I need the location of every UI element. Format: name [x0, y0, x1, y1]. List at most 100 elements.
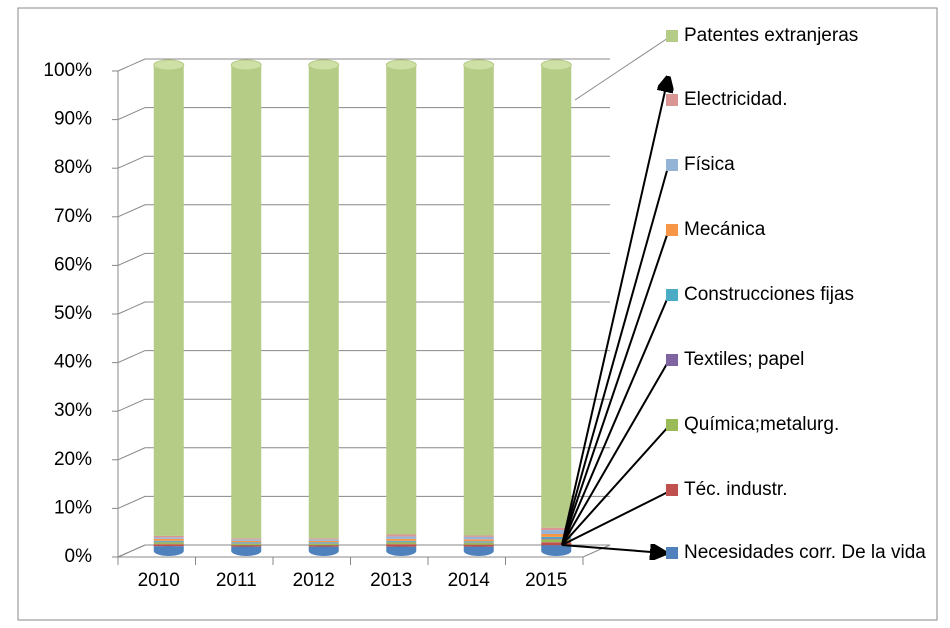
- bar-segment: [231, 542, 262, 544]
- x-tick-label: 2013: [370, 570, 412, 591]
- legend-swatch: [666, 419, 678, 431]
- bar-segment: [386, 536, 417, 539]
- bar-segment: [308, 542, 339, 544]
- bar-segment: [231, 546, 262, 551]
- x-tick-label: 2010: [138, 570, 180, 591]
- legend-swatch: [666, 289, 678, 301]
- legend-swatch: [666, 30, 678, 42]
- bar-segment: [153, 544, 184, 547]
- leader-lines: [561, 37, 668, 553]
- bar-segment: [386, 65, 417, 535]
- bar-segment: [386, 538, 417, 541]
- bar-segment: [386, 540, 417, 542]
- bar-segment: [463, 546, 494, 551]
- bar-segment: [386, 534, 417, 537]
- legend-item: Téc. industr.: [666, 472, 936, 508]
- grid-line: [117, 252, 610, 266]
- legend-swatch: [666, 484, 678, 496]
- bar-segment: [153, 540, 184, 542]
- y-tick-label: 60%: [54, 254, 92, 275]
- bar-segment: [308, 543, 339, 546]
- legend-label: Física: [684, 154, 735, 175]
- bar-segment: [463, 539, 494, 542]
- bar-segment: [153, 537, 184, 539]
- legend-label: Electricidad.: [684, 89, 788, 110]
- bar-segment: [308, 539, 339, 541]
- bar-segment: [231, 543, 262, 546]
- bars: [153, 59, 572, 556]
- bar-segment: [231, 545, 262, 547]
- grid-line: [117, 495, 610, 509]
- bar-top: [153, 59, 185, 71]
- y-tick-label: 80%: [54, 157, 92, 178]
- bar-top: [308, 59, 340, 71]
- legend-item: Patentes extranjeras: [666, 18, 936, 54]
- legend-label: Química;metalurg.: [684, 414, 840, 435]
- legend-item: Electricidad.: [666, 82, 936, 118]
- bar-segment: [308, 546, 339, 551]
- x-tick-label: 2015: [525, 570, 567, 591]
- bar-segment: [153, 542, 184, 545]
- bar-segment: [231, 540, 262, 543]
- legend-label: Textiles; papel: [684, 349, 805, 370]
- legend-item: Necesidades corr. De la vida: [666, 535, 936, 571]
- x-tick-label: 2012: [293, 570, 335, 591]
- floor: [117, 544, 611, 558]
- bar-segment: [308, 540, 339, 543]
- y-tick-label: 0%: [65, 546, 93, 567]
- bar-segment: [541, 545, 572, 551]
- y-tick-label: 10%: [54, 497, 92, 518]
- bar-segment: [231, 538, 262, 540]
- grid-line: [117, 447, 610, 461]
- bar-segment: [463, 541, 494, 543]
- y-tick-label: 100%: [43, 60, 92, 81]
- bar-segment: [153, 65, 184, 536]
- bar-top: [540, 59, 572, 71]
- bar-segment: [386, 546, 417, 551]
- grid: 0% 10% 20% 30% 40% 50% 60% 70% 80% 90% 100% 2010 201…: [43, 58, 611, 591]
- bar-segment: [308, 65, 339, 539]
- legend-label: Patentes extranjeras: [684, 25, 859, 46]
- bar-top: [463, 59, 495, 71]
- legend-swatch: [666, 224, 678, 236]
- legend-item: Física: [666, 147, 936, 183]
- grid-line: [117, 58, 610, 72]
- bar-segment: [386, 542, 417, 545]
- bar-segment: [541, 536, 572, 539]
- legend-swatch: [666, 94, 678, 106]
- legend-label: Construcciones fijas: [684, 284, 855, 305]
- legend-label: Téc. industr.: [684, 479, 788, 500]
- grid-line: [117, 107, 610, 121]
- legend-label: Necesidades corr. De la vida: [684, 542, 926, 563]
- bar-top: [385, 59, 417, 71]
- y-tick-label: 40%: [54, 352, 92, 373]
- bar-segment: [231, 65, 262, 539]
- bar-segment: [463, 542, 494, 545]
- grid-line: [117, 155, 610, 169]
- grid-line: [117, 398, 610, 412]
- bar-segment: [541, 538, 572, 540]
- bar-segment: [541, 539, 572, 543]
- bar-segment: [231, 539, 262, 541]
- bar-segment: [463, 65, 494, 536]
- bar-segment: [386, 544, 417, 547]
- bar-segment: [541, 65, 572, 528]
- legend-item: Construcciones fijas: [666, 277, 936, 313]
- legend-swatch: [666, 547, 678, 559]
- grid-line: [117, 301, 610, 315]
- y-tick-label: 30%: [54, 400, 92, 421]
- x-tick-label: 2014: [448, 570, 491, 591]
- bar-segment: [153, 538, 184, 541]
- legend-swatch: [666, 159, 678, 171]
- legend-item: Textiles; papel: [666, 342, 936, 378]
- legend-item: Química;metalurg.: [666, 407, 936, 443]
- bar-segment: [153, 535, 184, 538]
- y-tick-label: 20%: [54, 449, 92, 470]
- bar-segment: [463, 535, 494, 537]
- grid-line: [117, 544, 610, 558]
- grid-line: [117, 204, 610, 218]
- bar-segment: [308, 545, 339, 547]
- bar-top: [230, 59, 262, 71]
- chart-border: [17, 7, 938, 621]
